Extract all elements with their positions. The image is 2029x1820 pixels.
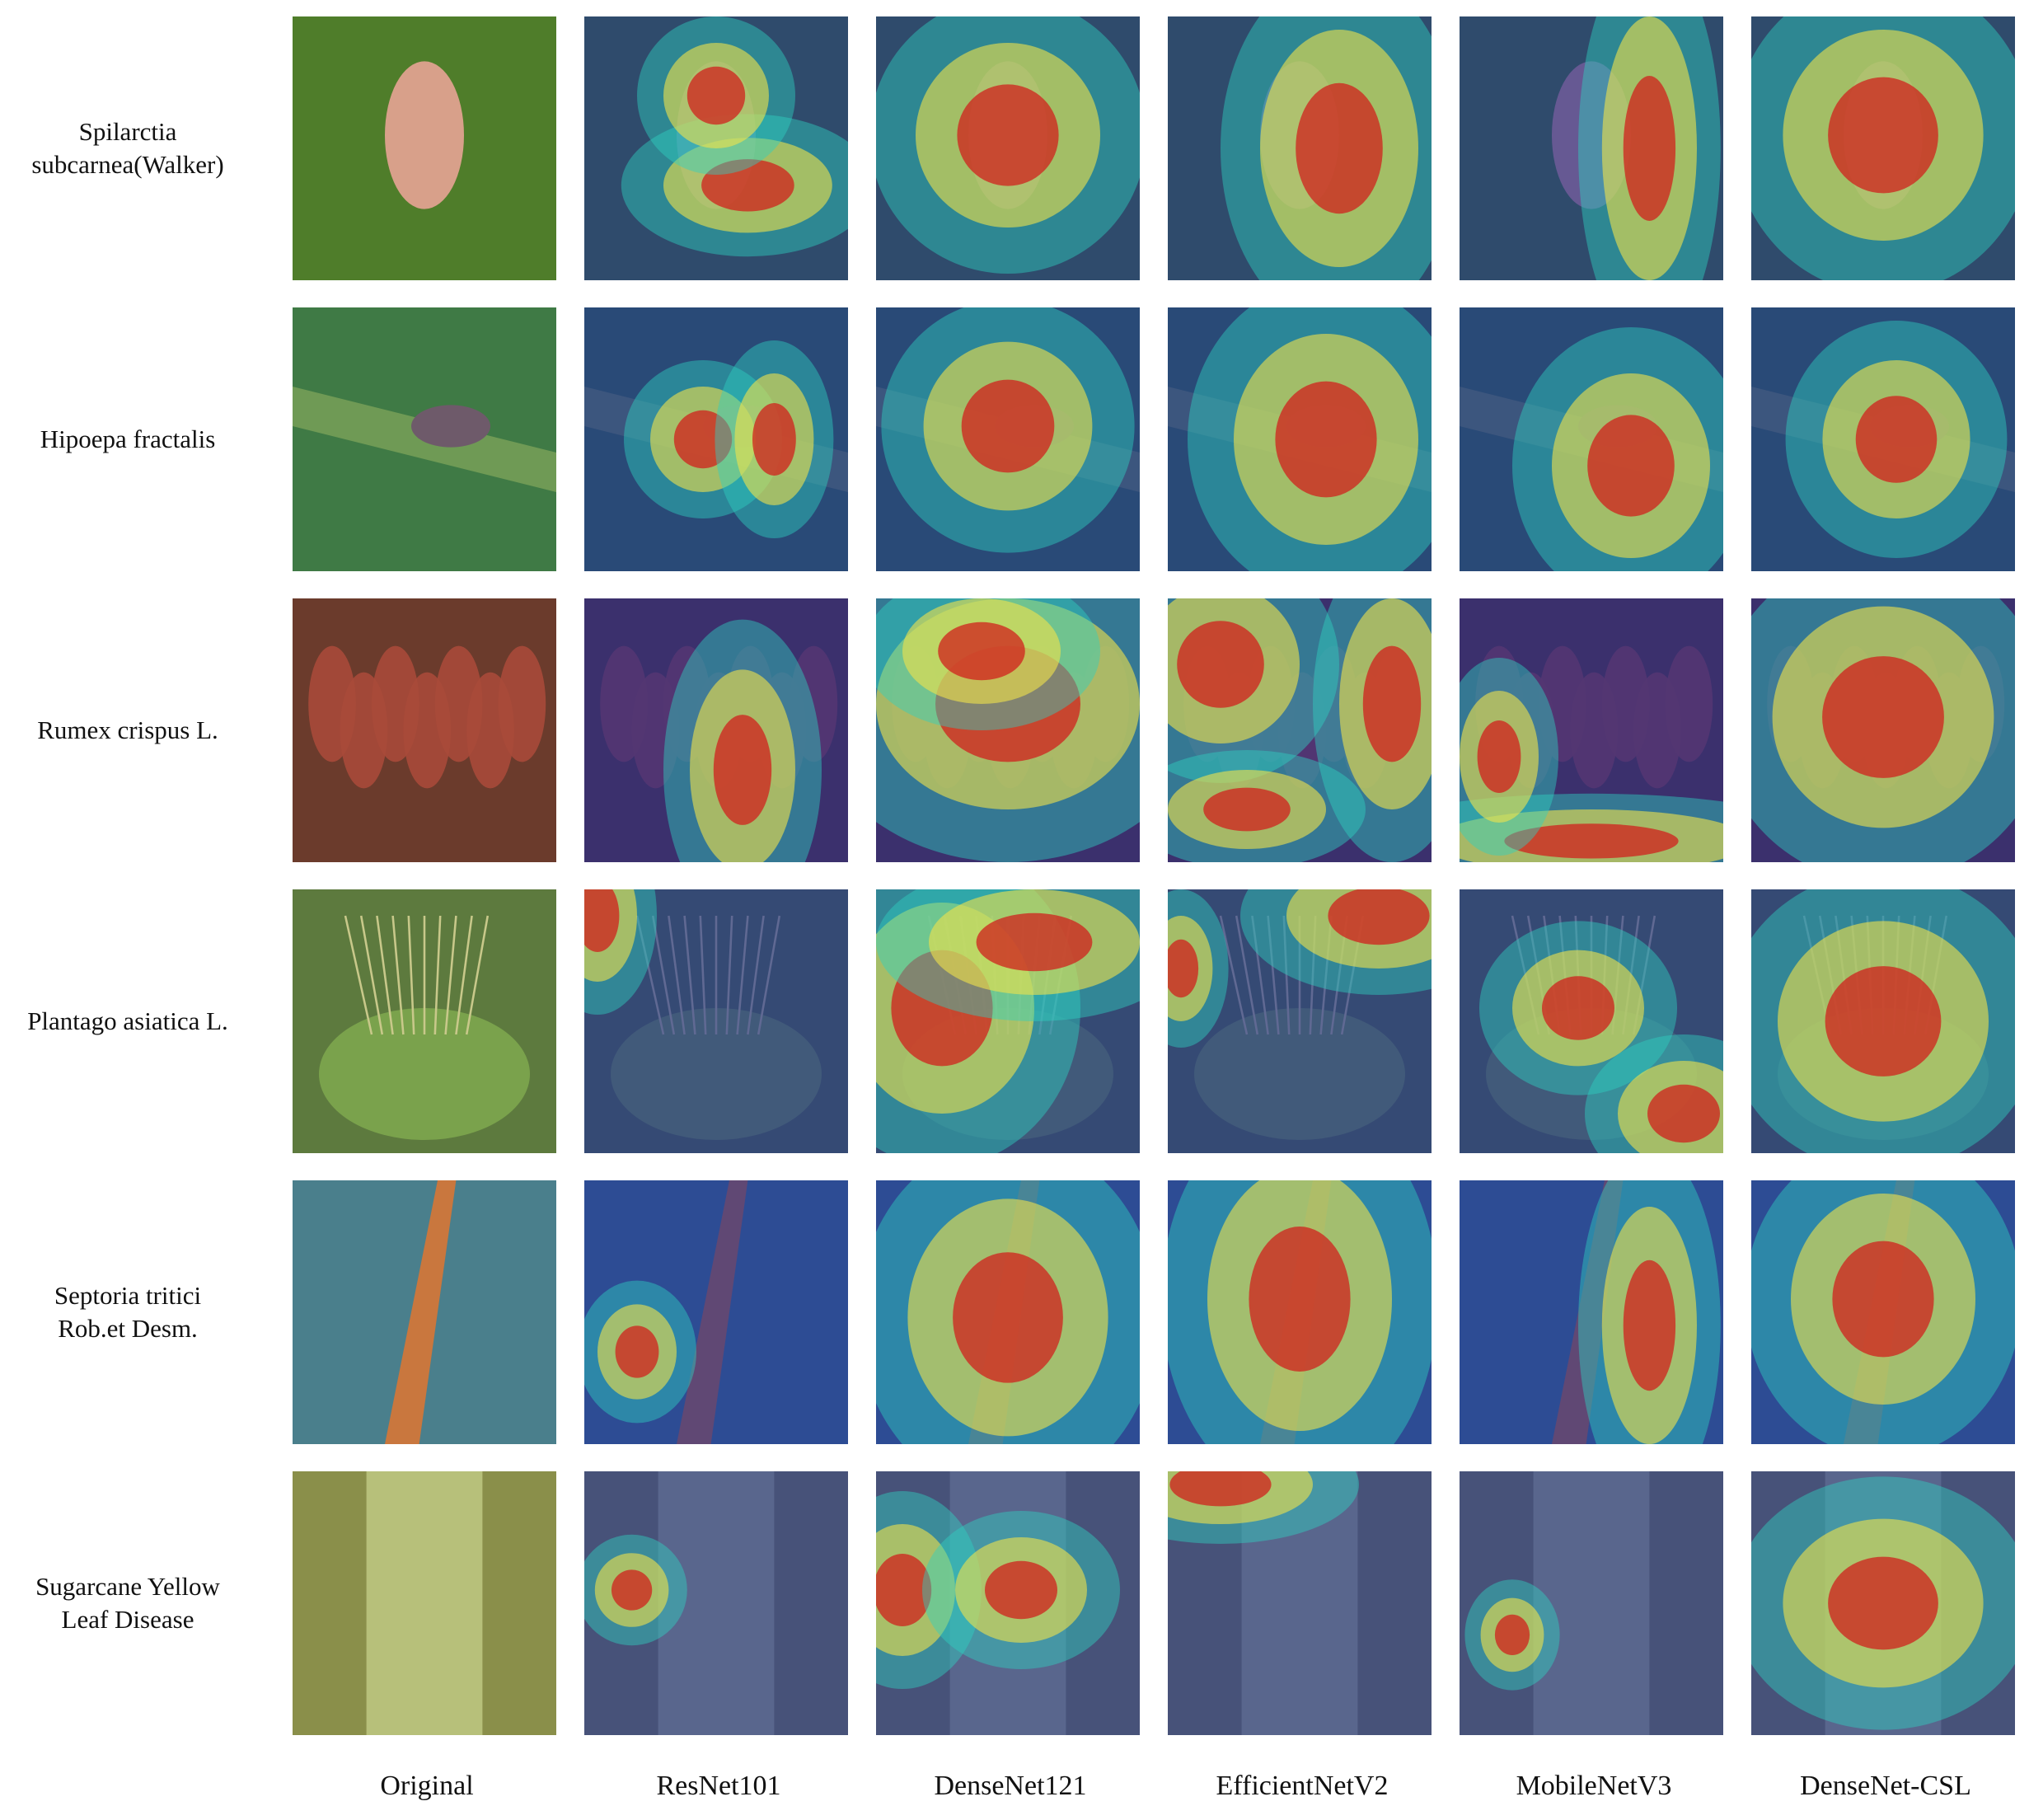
heatmap-image-septoria-tritici-rob-et-desm-resnet101 <box>584 1180 848 1444</box>
column-label-densenet-csl: DenseNet-CSL <box>1800 1771 1971 1801</box>
row-label-spilarctia: Spilarctia subcarnea(Walker) <box>31 117 224 179</box>
heatmap-image-septoria-tritici-rob-et-desm-densenet121 <box>876 1180 1140 1444</box>
row-label-septoria: Septoria tritici Rob.et Desm. <box>54 1281 202 1343</box>
heatmap-image-sugarcane-yellow-leaf-disease-efficientnetv2 <box>1168 1471 1432 1735</box>
row-label-sugarcane: Sugarcane Yellow Leaf Disease <box>35 1572 220 1634</box>
heatmap-image-sugarcane-yellow-leaf-disease-densenet121 <box>876 1471 1140 1735</box>
original-image-rumex-crispus-l-original <box>293 598 556 862</box>
heatmap-image-rumex-crispus-l-densenet-csl <box>1751 598 2015 862</box>
heatmap-image-plantago-asiatica-l-efficientnetv2 <box>1168 889 1432 1153</box>
heatmap-image-rumex-crispus-l-resnet101 <box>584 598 848 862</box>
row-label-hipoepa: Hipoepa fractalis <box>40 425 216 453</box>
heatmap-image-septoria-tritici-rob-et-desm-densenet-csl <box>1751 1180 2015 1444</box>
original-image-sugarcane-yellow-leaf-disease-original <box>293 1471 556 1735</box>
heatmap-image-rumex-crispus-l-mobilenetv3 <box>1460 598 1723 862</box>
original-image-septoria-tritici-rob-et-desm-original <box>293 1180 556 1444</box>
heatmap-image-spilarctia-subcarnea-walker-densenet-csl <box>1751 16 2015 280</box>
heatmap-image-spilarctia-subcarnea-walker-densenet121 <box>876 16 1140 280</box>
heatmap-image-septoria-tritici-rob-et-desm-mobilenetv3 <box>1460 1180 1723 1444</box>
column-label-mobilenetv3: MobileNetV3 <box>1516 1771 1672 1801</box>
heatmap-image-rumex-crispus-l-densenet121 <box>876 598 1140 862</box>
heatmap-image-hipoepa-fractalis-resnet101 <box>584 307 848 571</box>
original-image-plantago-asiatica-l-original <box>293 889 556 1153</box>
column-label-resnet101: ResNet101 <box>656 1771 781 1801</box>
heatmap-image-hipoepa-fractalis-densenet121 <box>876 307 1140 571</box>
heatmap-image-plantago-asiatica-l-densenet-csl <box>1751 889 2015 1153</box>
heatmap-image-rumex-crispus-l-efficientnetv2 <box>1168 598 1432 862</box>
heatmap-image-septoria-tritici-rob-et-desm-efficientnetv2 <box>1168 1180 1432 1444</box>
heatmap-image-spilarctia-subcarnea-walker-efficientnetv2 <box>1168 16 1432 280</box>
heatmap-image-sugarcane-yellow-leaf-disease-resnet101 <box>584 1471 848 1735</box>
original-image-spilarctia-subcarnea-walker-original <box>293 16 556 280</box>
heatmap-image-plantago-asiatica-l-resnet101 <box>584 889 848 1153</box>
heatmap-image-hipoepa-fractalis-densenet-csl <box>1751 307 2015 571</box>
column-label-densenet121: DenseNet121 <box>934 1771 1087 1801</box>
heatmap-image-hipoepa-fractalis-efficientnetv2 <box>1168 307 1432 571</box>
heatmap-image-plantago-asiatica-l-mobilenetv3 <box>1460 889 1723 1153</box>
column-label-efficientnetv2: EfficientNetV2 <box>1216 1771 1389 1801</box>
original-image-hipoepa-fractalis-original <box>293 307 556 571</box>
column-label-original: Original <box>380 1771 474 1801</box>
heatmap-image-spilarctia-subcarnea-walker-resnet101 <box>584 16 848 280</box>
row-label-rumex: Rumex crispus L. <box>37 715 218 744</box>
heatmap-image-sugarcane-yellow-leaf-disease-densenet-csl <box>1751 1471 2015 1735</box>
heatmap-image-spilarctia-subcarnea-walker-mobilenetv3 <box>1460 16 1723 280</box>
row-label-plantago: Plantago asiatica L. <box>27 1006 228 1035</box>
heatmap-image-sugarcane-yellow-leaf-disease-mobilenetv3 <box>1460 1471 1723 1735</box>
heatmap-image-hipoepa-fractalis-mobilenetv3 <box>1460 307 1723 571</box>
heatmap-image-plantago-asiatica-l-densenet121 <box>876 889 1140 1153</box>
